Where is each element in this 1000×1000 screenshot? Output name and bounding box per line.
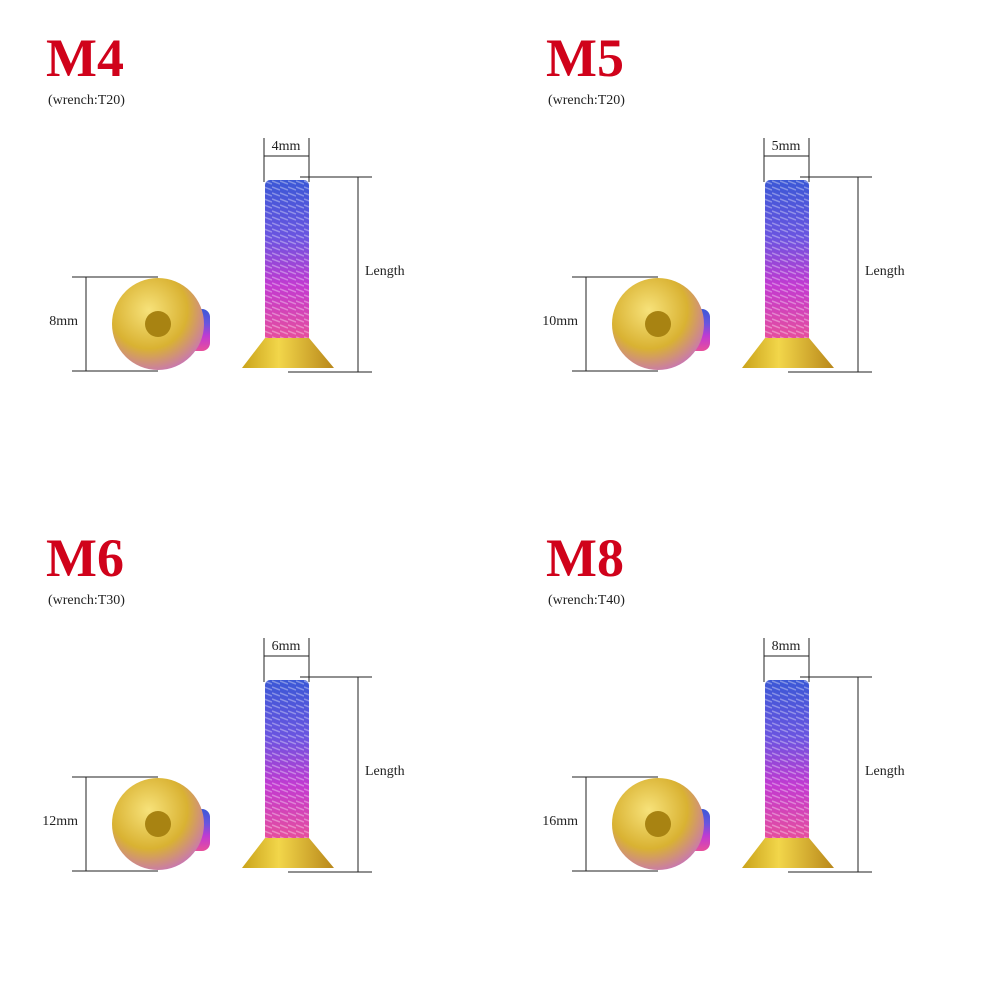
spec-panel: M6 (wrench:T30) 12mm 6mm Length: [42, 528, 405, 873]
wrench-size: (wrench:T20): [48, 93, 125, 108]
torx-socket: [645, 811, 671, 837]
wrench-size: (wrench:T30): [48, 593, 125, 608]
head-diameter: 8mm: [49, 314, 78, 329]
length-label: Length: [865, 264, 905, 279]
spec-panel: M5 (wrench:T20) 10mm 5mm Length: [542, 28, 905, 373]
length-label: Length: [365, 764, 405, 779]
thread-diameter: 8mm: [772, 639, 801, 654]
size-title: M4: [46, 28, 124, 88]
thread-diameter: 5mm: [772, 139, 801, 154]
thread-diameter: 4mm: [272, 139, 301, 154]
head-diameter: 16mm: [542, 814, 578, 829]
head-diameter: 10mm: [542, 314, 578, 329]
size-title: M6: [46, 528, 124, 588]
screw-threads: [265, 180, 309, 342]
screw-head: [742, 838, 834, 868]
length-label: Length: [365, 264, 405, 279]
screw-head: [242, 838, 334, 868]
screw-head: [742, 338, 834, 368]
torx-socket: [645, 311, 671, 337]
spec-panel: M8 (wrench:T40) 16mm 8mm Length: [542, 528, 905, 873]
torx-socket: [145, 311, 171, 337]
size-title: M8: [546, 528, 624, 588]
screw-head: [242, 338, 334, 368]
screw-threads: [265, 680, 309, 842]
thread-diameter: 6mm: [272, 639, 301, 654]
screw-threads: [765, 180, 809, 342]
spec-panel: M4 (wrench:T20) 8mm 4mm Length: [46, 28, 405, 373]
wrench-size: (wrench:T20): [548, 93, 625, 108]
size-title: M5: [546, 28, 624, 88]
wrench-size: (wrench:T40): [548, 593, 625, 608]
torx-socket: [145, 811, 171, 837]
length-label: Length: [865, 764, 905, 779]
head-diameter: 12mm: [42, 814, 78, 829]
screw-threads: [765, 680, 809, 842]
